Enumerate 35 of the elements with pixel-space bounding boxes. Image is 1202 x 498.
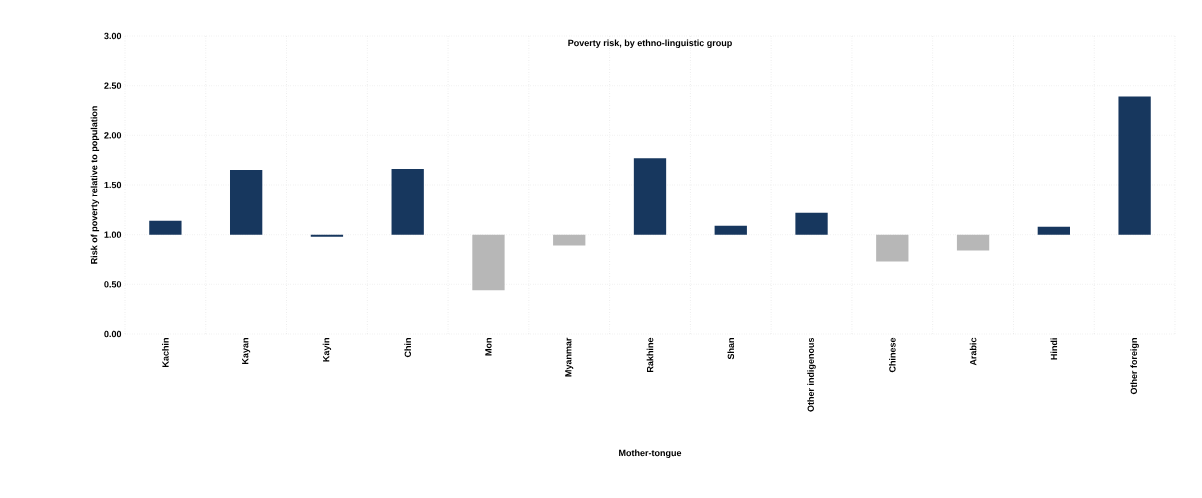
bar: [230, 170, 263, 235]
bar: [714, 225, 747, 235]
chart-title: Poverty risk, by ethno-linguistic group: [568, 39, 732, 48]
x-tick-label: Arabic: [969, 337, 977, 366]
x-axis-title: Mother-tongue: [619, 449, 682, 458]
y-axis-title: Risk of poverty relative to population: [90, 106, 100, 264]
x-tick-label: Myanmar: [565, 337, 574, 377]
bar: [956, 234, 990, 251]
y-tick-label: 3.00: [104, 32, 122, 40]
bar: [876, 234, 909, 262]
bar: [1118, 96, 1151, 235]
x-tick-label: Mon: [485, 338, 492, 356]
y-tick-label: 0.50: [104, 281, 122, 288]
bar: [391, 169, 424, 235]
x-tick-label: Kayan: [242, 338, 251, 364]
x-tick-label: Other foreign: [1130, 338, 1139, 395]
bar: [633, 158, 667, 235]
bar: [149, 220, 182, 235]
x-tick-label: Hindi: [1050, 338, 1058, 360]
x-tick-label: Kayin: [322, 338, 332, 362]
x-tick-label: Shan: [727, 338, 735, 360]
y-tick-label: 2.00: [104, 132, 122, 139]
y-tick-label: 2.50: [104, 82, 122, 89]
y-tick-label: 1.50: [104, 181, 122, 189]
bar: [472, 234, 505, 291]
x-tick-label: Chinese: [889, 337, 896, 373]
x-tick-label: Kachin: [162, 338, 169, 367]
bar: [1037, 226, 1070, 235]
y-tick-label: 1.00: [104, 231, 122, 238]
x-tick-label: Rakhine: [646, 337, 654, 372]
x-tick-label: Other indigenous: [807, 337, 816, 412]
bar: [795, 212, 828, 235]
x-tick-label: Chin: [404, 338, 411, 358]
bar: [553, 234, 586, 246]
y-tick-label: 0.00: [104, 330, 122, 338]
